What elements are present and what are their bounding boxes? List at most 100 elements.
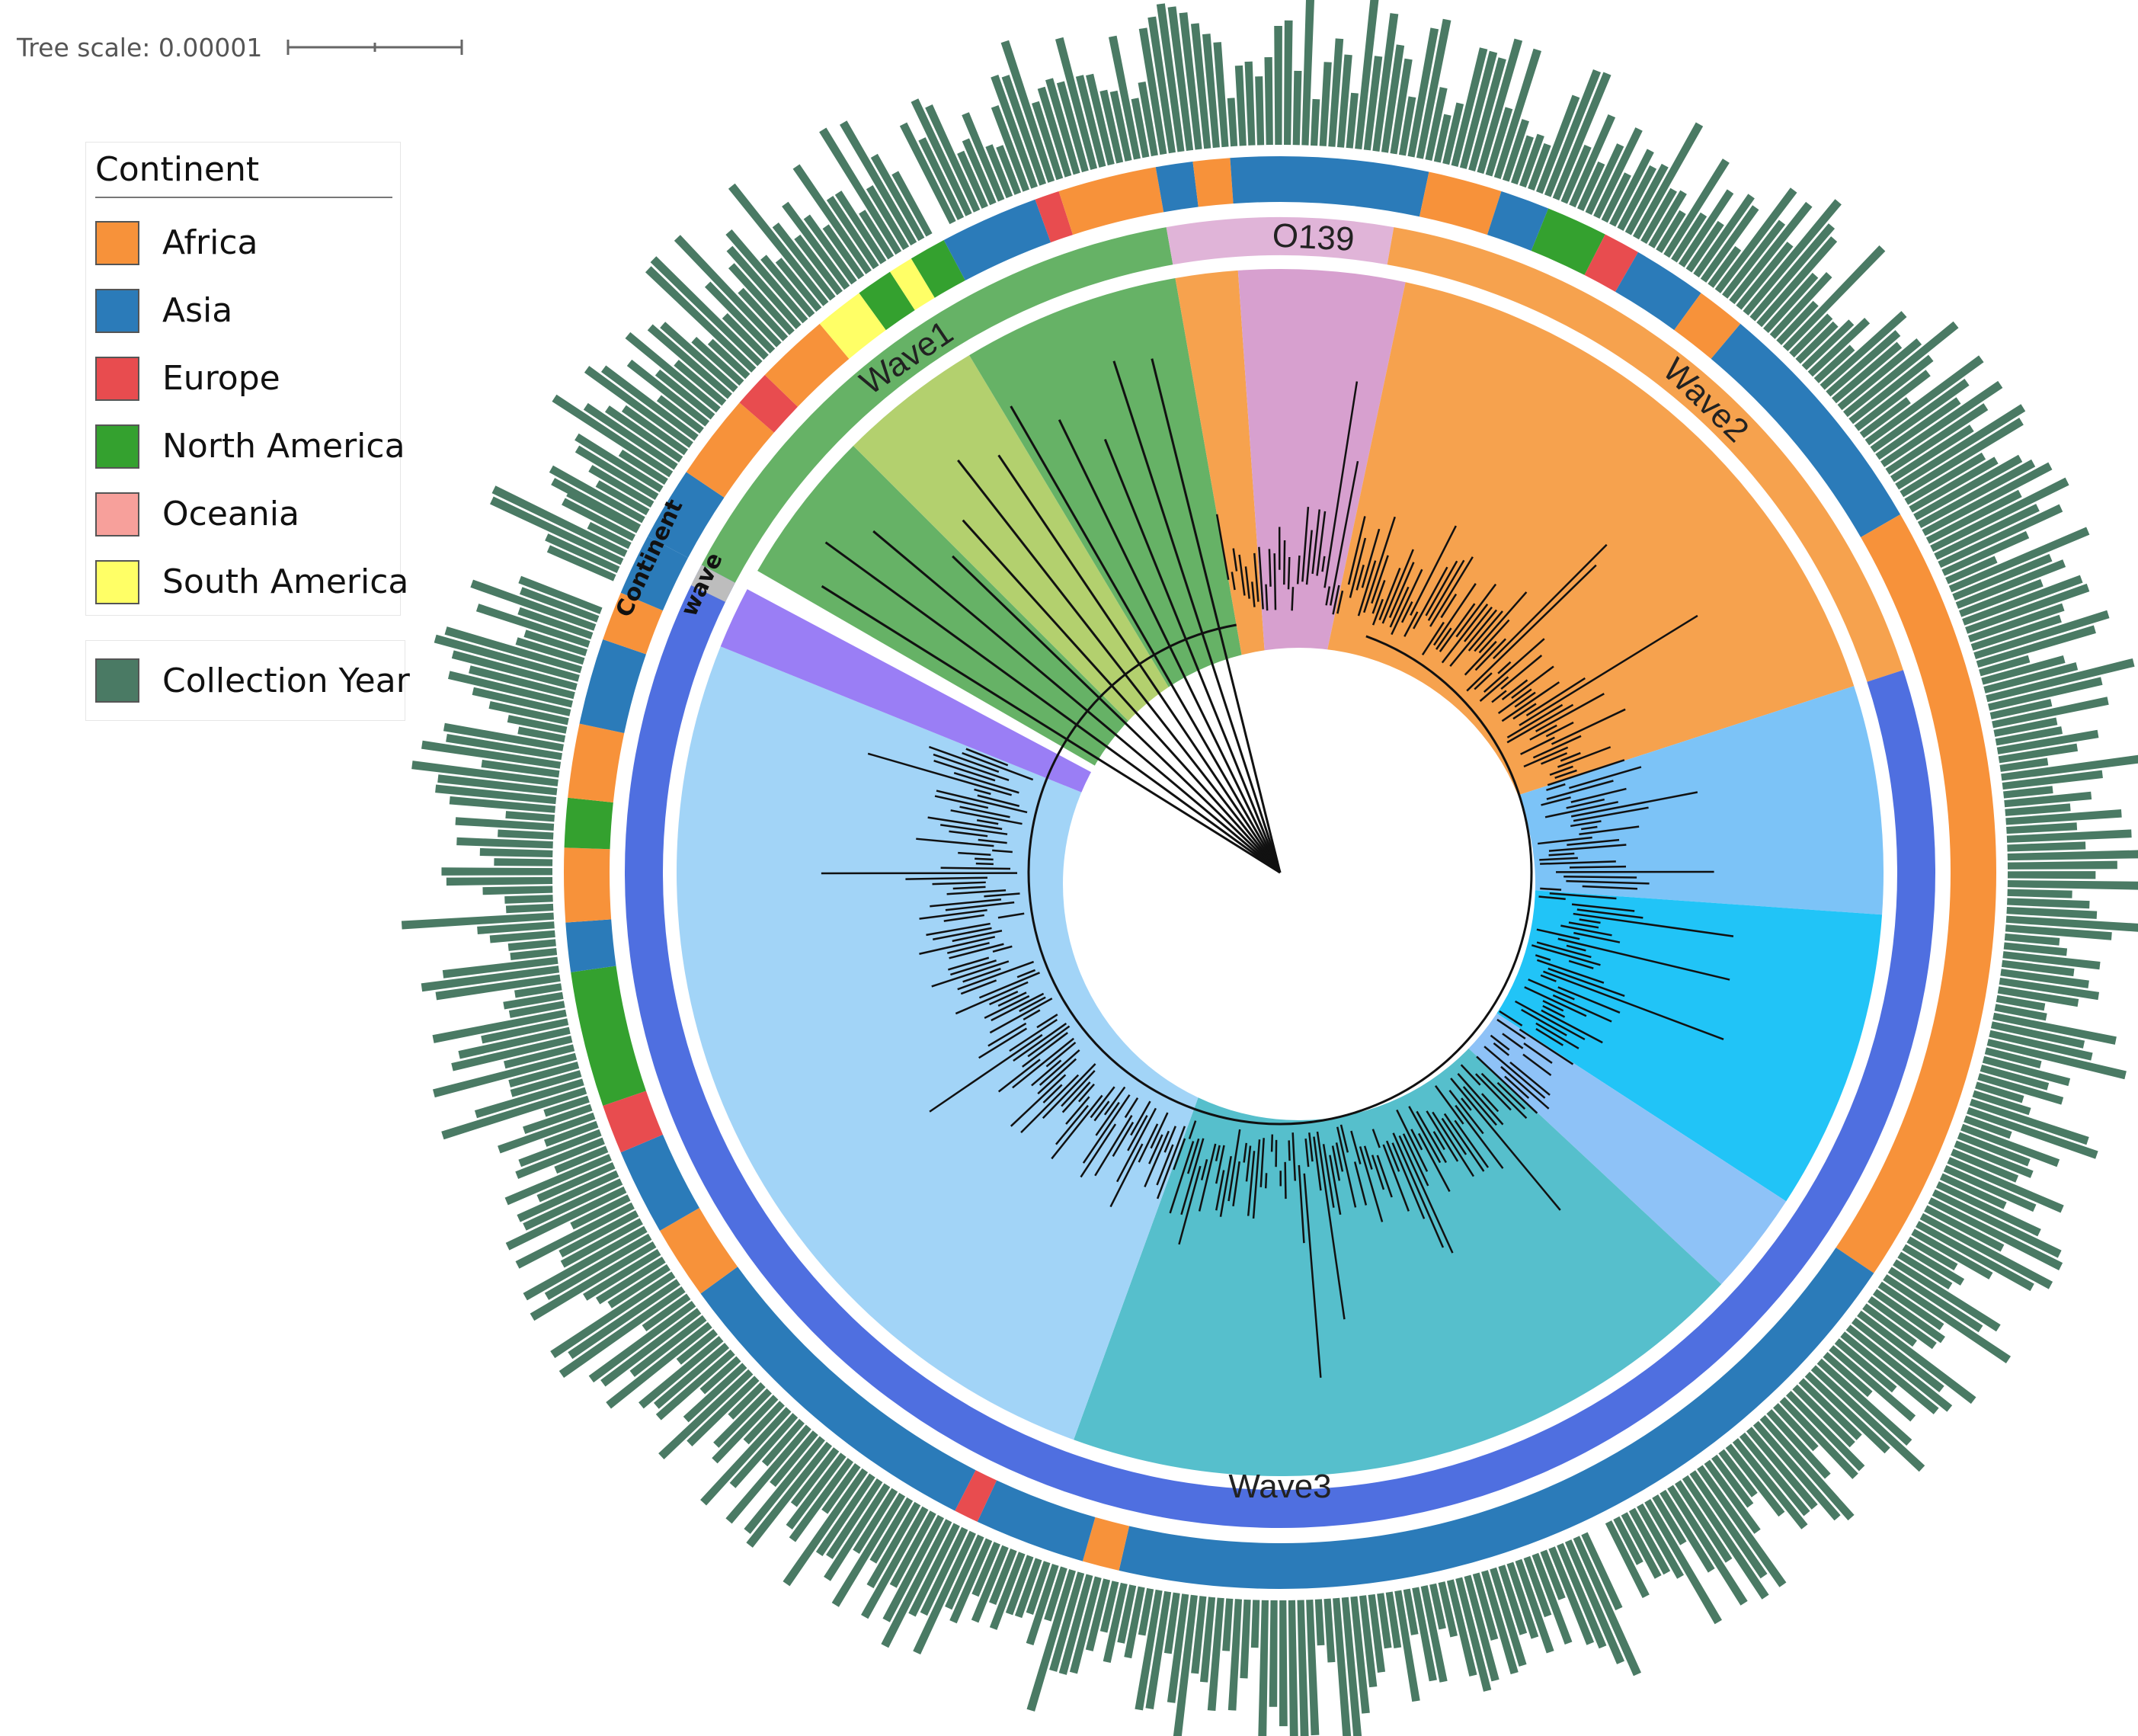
branch <box>1283 540 1286 585</box>
year-bar <box>1938 504 2063 569</box>
year-bar <box>1729 201 1813 305</box>
year-bar <box>1843 321 1959 418</box>
year-bar <box>1425 87 1448 162</box>
branch <box>1528 979 1575 1001</box>
clade-label-o139: O139 <box>1272 216 1355 258</box>
year-bar <box>1613 1516 1644 1565</box>
legend-label: Asia <box>162 291 233 330</box>
year-bar <box>504 1154 612 1206</box>
branch <box>1462 1086 1497 1126</box>
continent-segment <box>603 1091 663 1153</box>
year-bar <box>1429 1583 1446 1630</box>
year-bar <box>1697 1465 1787 1587</box>
year-bar <box>1531 1552 1573 1645</box>
year-bar <box>1433 114 1451 163</box>
branch <box>1538 895 1566 901</box>
year-bar <box>1341 1597 1362 1736</box>
branch <box>1569 766 1642 790</box>
branch <box>1460 1064 1481 1086</box>
year-bar <box>1756 236 1838 328</box>
branch <box>1441 1117 1467 1155</box>
year-bar <box>1000 40 1055 183</box>
continent-segment <box>1584 234 1638 292</box>
branch <box>929 1033 1043 1113</box>
year-bar <box>1829 1345 1916 1422</box>
branch <box>1408 1106 1442 1164</box>
branch <box>1519 614 1698 726</box>
year-bar <box>1108 35 1141 160</box>
branch <box>1535 1027 1564 1046</box>
year-bar <box>2007 850 2138 861</box>
branch <box>1557 986 1621 1014</box>
branch <box>1421 621 1445 655</box>
year-bar <box>1875 397 1961 460</box>
year-bar <box>1624 163 1669 235</box>
year-bar <box>1890 424 1974 482</box>
branch <box>1156 1144 1174 1186</box>
year-bar <box>2004 791 2092 808</box>
year-bar <box>1943 1164 2037 1212</box>
year-bar <box>725 1424 811 1524</box>
year-bar <box>1932 1189 2062 1258</box>
year-bar <box>1837 338 1922 411</box>
year-bar <box>411 761 559 786</box>
year-bar <box>726 245 802 329</box>
branch <box>1524 986 1587 1017</box>
year-bar <box>1904 452 1986 505</box>
year-bar <box>1919 1212 2053 1289</box>
branch <box>1215 514 1230 581</box>
branch <box>1500 1065 1550 1110</box>
year-bar <box>595 1256 666 1305</box>
legend-item-asia: Asia <box>95 277 392 344</box>
branch <box>1116 1107 1157 1183</box>
year-bar <box>1928 1197 2063 1270</box>
year-bar <box>1511 135 1534 185</box>
year-bar <box>1481 1570 1519 1675</box>
year-bar <box>1147 16 1176 154</box>
branch <box>1455 1104 1504 1169</box>
branch <box>1506 703 1574 744</box>
legend-swatch <box>95 492 139 536</box>
branch <box>1245 1145 1252 1182</box>
year-bar <box>1519 133 1544 188</box>
year-bar <box>1714 187 1797 293</box>
branch <box>1391 1142 1426 1219</box>
branch <box>1037 1058 1077 1095</box>
year-bar <box>911 98 972 216</box>
year-bar <box>517 1170 619 1222</box>
continent-segment <box>568 723 625 803</box>
branch <box>1200 1159 1208 1180</box>
year-bar <box>908 1523 960 1617</box>
branch <box>1316 1131 1346 1320</box>
year-bar <box>1862 1303 1917 1347</box>
branch <box>919 908 987 920</box>
branch <box>1568 959 1594 969</box>
year-bar <box>1056 81 1089 173</box>
year-bar <box>2003 786 2053 799</box>
branch <box>984 995 1030 1019</box>
branch <box>1371 555 1389 604</box>
branch <box>1454 1119 1490 1168</box>
year-bar <box>518 1129 602 1167</box>
continent-segment <box>1615 251 1701 331</box>
branch <box>1357 560 1377 617</box>
year-bar <box>515 1137 605 1179</box>
year-bar <box>991 104 1030 192</box>
branch <box>1112 1121 1135 1157</box>
year-bar <box>639 1336 724 1409</box>
year-bar <box>1962 575 2083 626</box>
continent-segment <box>943 199 1051 281</box>
year-bar <box>1900 418 2024 498</box>
year-bar <box>1834 1338 1897 1393</box>
branch <box>1259 1138 1265 1187</box>
year-bar <box>1346 92 1359 149</box>
year-bar <box>1922 462 2053 536</box>
year-bar <box>704 281 776 354</box>
continent-ring <box>564 156 1996 1589</box>
branch <box>1542 1004 1566 1018</box>
year-bar <box>1648 190 1687 248</box>
branch <box>962 519 1282 874</box>
branch <box>1371 1129 1381 1148</box>
branch <box>1339 1124 1349 1153</box>
branch <box>1525 677 1586 716</box>
